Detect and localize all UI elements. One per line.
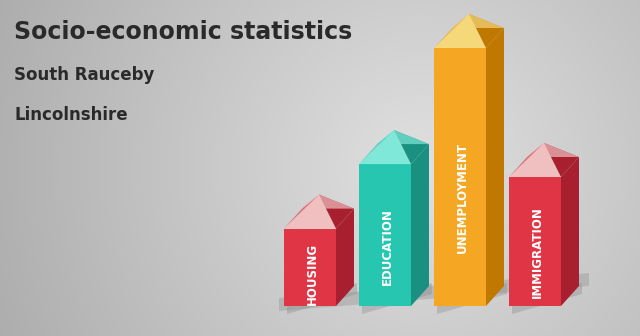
Polygon shape: [544, 143, 579, 177]
Text: UNEMPLOYMENT: UNEMPLOYMENT: [456, 142, 468, 253]
Text: Socio-economic statistics: Socio-economic statistics: [14, 20, 352, 44]
Polygon shape: [434, 14, 486, 48]
Text: HOUSING: HOUSING: [305, 243, 319, 304]
Polygon shape: [434, 48, 486, 306]
Polygon shape: [394, 130, 429, 164]
Polygon shape: [512, 283, 582, 314]
Text: EDUCATION: EDUCATION: [381, 208, 394, 285]
Polygon shape: [287, 283, 357, 314]
Polygon shape: [362, 283, 432, 314]
Polygon shape: [284, 228, 336, 306]
Polygon shape: [319, 195, 354, 228]
Polygon shape: [279, 273, 589, 311]
Polygon shape: [411, 144, 429, 306]
Polygon shape: [359, 130, 411, 164]
Polygon shape: [437, 283, 507, 314]
Text: Lincolnshire: Lincolnshire: [14, 106, 127, 124]
Text: IMMIGRATION: IMMIGRATION: [531, 206, 543, 298]
Polygon shape: [336, 209, 354, 306]
Polygon shape: [284, 195, 336, 228]
Polygon shape: [509, 143, 561, 177]
Polygon shape: [359, 130, 394, 164]
Polygon shape: [302, 195, 354, 209]
Polygon shape: [469, 14, 504, 48]
Polygon shape: [509, 143, 544, 177]
Polygon shape: [434, 14, 469, 48]
Polygon shape: [509, 177, 561, 306]
Text: South Rauceby: South Rauceby: [14, 66, 154, 84]
Polygon shape: [561, 157, 579, 306]
Polygon shape: [527, 143, 579, 157]
Polygon shape: [486, 28, 504, 306]
Polygon shape: [284, 195, 319, 228]
Polygon shape: [452, 14, 504, 28]
Polygon shape: [377, 130, 429, 144]
Polygon shape: [359, 164, 411, 306]
